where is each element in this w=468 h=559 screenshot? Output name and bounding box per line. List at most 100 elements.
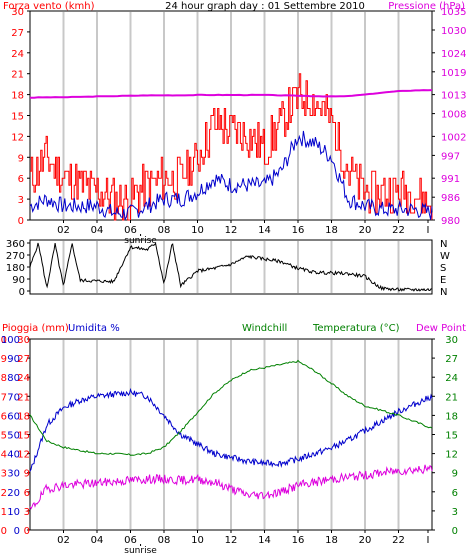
wind-tick-label: 18: [11, 91, 24, 102]
pressure-tick-label: 1024: [441, 49, 466, 60]
wind-tick-label: 9: [18, 153, 24, 164]
temp-left-tick-label: 9: [24, 469, 30, 480]
pressure-tick-label: 1019: [441, 68, 466, 79]
x-tick-label: 18: [325, 535, 338, 546]
humidity-tick-label: 80: [7, 373, 20, 384]
wind-tick-label: 6: [18, 174, 24, 185]
x-tick-label: 14: [258, 225, 271, 236]
dewpoint-series: [29, 464, 433, 510]
compass-tick-label: N: [440, 287, 447, 298]
windchill-label: Windchill: [242, 323, 287, 334]
humidity-tick-label: 90: [7, 354, 20, 365]
temp-left-tick-label: 15: [17, 431, 30, 442]
compass-tick-label: W: [440, 251, 450, 262]
wind-tick-label: 24: [11, 49, 24, 60]
temp-right-tick-label: 21: [445, 392, 458, 403]
humidity-series: [29, 387, 433, 472]
direction-tick-label: 360: [6, 239, 25, 250]
humidity-axis-label: Umidita %: [68, 323, 120, 334]
chart-title: 24 hour graph day : 01 Settembre 2010: [165, 1, 365, 12]
x-tick-label: 10: [191, 535, 204, 546]
wind-tick-label: 3: [18, 195, 24, 206]
rain-tick-label: 2: [1, 488, 7, 499]
temp-right-tick-label: 0: [452, 526, 458, 537]
pressure-tick-label: 1035: [441, 7, 466, 18]
pressure-series: [30, 89, 433, 99]
temp-right-tick-label: 9: [452, 469, 458, 480]
rain-tick-label: 7: [1, 392, 7, 403]
x-tick-label: I: [427, 535, 430, 546]
x-tick-label: 08: [158, 535, 171, 546]
temp-right-tick-label: 3: [452, 507, 458, 518]
x-tick-label: 22: [392, 225, 405, 236]
direction-tick-label: 270: [6, 251, 25, 262]
x-tick-label: 04: [91, 535, 104, 546]
direction-tick-label: 0: [19, 287, 25, 298]
temp-right-tick-label: 6: [452, 488, 458, 499]
x-tick-label: 14: [258, 535, 271, 546]
wind-tick-label: 30: [11, 7, 24, 18]
wind-tick-label: 0: [18, 216, 24, 227]
temp-left-tick-label: 6: [24, 488, 30, 499]
rain-axis-label: Pioggia (mm): [2, 323, 69, 334]
rain-tick-label: 1: [1, 507, 7, 518]
pressure-axis-label: Pressione (hPa): [388, 1, 465, 12]
humidity-tick-label: 10: [7, 507, 20, 518]
temp-right-tick-label: 27: [445, 354, 458, 365]
x-tick-label: 16: [292, 225, 305, 236]
rain-tick-label: 5: [1, 431, 7, 442]
humidity-tick-label: 0: [14, 526, 20, 537]
temp-left-tick-label: 18: [17, 411, 30, 422]
temp-left-tick-label: 21: [17, 392, 30, 403]
wind-tick-label: 15: [11, 112, 24, 123]
x-tick-label: 12: [225, 535, 238, 546]
humidity-tick-label: 40: [7, 450, 20, 461]
temp-right-tick-label: 18: [445, 411, 458, 422]
x-tick-label: 22: [392, 535, 405, 546]
x-tick-label: 20: [359, 535, 372, 546]
wind-tick-label: 21: [11, 70, 24, 81]
rain-tick-label: 4: [1, 450, 7, 461]
x-tick-label: 10: [191, 225, 204, 236]
pressure-tick-label: 1008: [441, 110, 466, 121]
pressure-tick-label: 1030: [441, 26, 466, 37]
x-tick-label: 18: [325, 225, 338, 236]
x-tick-label: 12: [225, 225, 238, 236]
wind-axis-label: Forza vento (kmh): [3, 1, 95, 12]
compass-tick-label: S: [440, 263, 446, 274]
temp-left-tick-label: 30: [17, 335, 30, 346]
humidity-tick-label: 20: [7, 488, 20, 499]
temp-right-tick-label: 15: [445, 431, 458, 442]
rain-tick-label: 0: [1, 526, 7, 537]
temp-right-tick-label: 30: [445, 335, 458, 346]
rain-tick-label: 10: [0, 335, 7, 346]
wind-gust-series: [30, 73, 433, 221]
x-tick-label: I: [427, 225, 430, 236]
humidity-tick-label: 50: [7, 431, 20, 442]
dewpoint-label: Dew Point: [416, 323, 466, 334]
humidity-tick-label: 70: [7, 392, 20, 403]
direction-tick-label: 90: [12, 275, 25, 286]
x-tick-label: 08: [158, 225, 171, 236]
x-tick-label: 02: [57, 535, 70, 546]
temperature-axis-label: Temperatura (°C): [312, 323, 400, 334]
x-tick-label: 06: [124, 535, 137, 546]
x-tick-label: 04: [91, 225, 104, 236]
pressure-tick-label: 980: [441, 216, 460, 227]
x-tick-label: 20: [359, 225, 372, 236]
pressure-tick-label: 991: [441, 174, 460, 185]
temp-left-tick-label: 12: [17, 450, 30, 461]
temp-right-tick-label: 12: [445, 450, 458, 461]
pressure-tick-label: 1013: [441, 91, 466, 102]
pressure-tick-label: 986: [441, 193, 460, 204]
x-tick-label: 06: [124, 225, 137, 236]
temp-right-tick-label: 24: [445, 373, 458, 384]
sunrise-label: sunrise: [124, 236, 157, 246]
temp-left-tick-label: 27: [17, 354, 30, 365]
rain-tick-label: 3: [1, 469, 7, 480]
wind-tick-label: 27: [11, 28, 24, 39]
temp-left-tick-label: 0: [24, 526, 30, 537]
sunrise-label: sunrise: [124, 546, 157, 556]
